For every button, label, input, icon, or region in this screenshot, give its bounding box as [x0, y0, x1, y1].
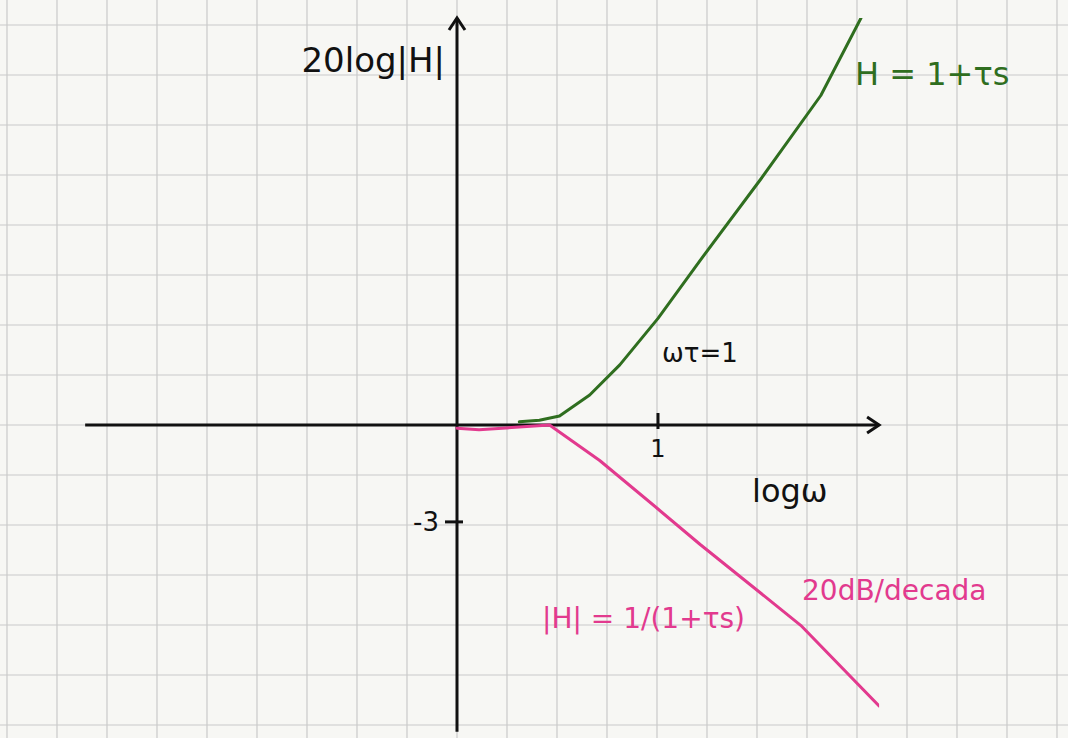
series-line	[457, 425, 879, 706]
paper-line	[0, 324, 1068, 325]
y-tick-label: -3	[413, 507, 439, 537]
y-arrow	[449, 18, 465, 30]
paper-line	[106, 0, 107, 738]
paper-line	[756, 0, 757, 738]
paper-line	[0, 174, 1068, 175]
y-tick	[445, 520, 463, 523]
x-axis	[85, 424, 879, 427]
paper-line	[256, 0, 257, 738]
paper-line	[906, 0, 907, 738]
paper-line	[0, 474, 1068, 475]
paper-line	[456, 0, 457, 738]
paper-line	[0, 224, 1068, 225]
paper-line	[956, 0, 957, 738]
paper-line	[206, 0, 207, 738]
paper-line	[356, 0, 357, 738]
paper-line	[0, 674, 1068, 675]
paper-line	[0, 274, 1068, 275]
paper-line	[0, 524, 1068, 525]
paper-line	[0, 724, 1068, 725]
paper-line	[156, 0, 157, 738]
paper-line	[856, 0, 857, 738]
annotation: 20dB/decada	[802, 574, 987, 607]
paper-line	[0, 24, 1068, 25]
paper-line	[406, 0, 407, 738]
y-axis-title: 20log|H|	[301, 40, 445, 80]
paper-line	[1056, 0, 1057, 738]
paper-line	[806, 0, 807, 738]
annotation: ωτ=1	[662, 338, 738, 368]
paper-line	[0, 124, 1068, 125]
paper-line	[506, 0, 507, 738]
paper-line	[306, 0, 307, 738]
paper-line	[0, 624, 1068, 625]
paper-line	[0, 374, 1068, 375]
chart: 1 -3 20log|H| logω H = 1+τs |H| = 1/(1+τs) ωτ=…	[0, 0, 1068, 738]
paper-line	[56, 0, 57, 738]
series-label: |H| = 1/(1+τs)	[542, 602, 745, 635]
x-axis-title: logω	[752, 472, 828, 510]
paper-grid	[0, 0, 1068, 738]
y-axis	[456, 18, 459, 732]
x-tick-label: 1	[650, 435, 665, 463]
x-arrow	[867, 417, 879, 433]
x-tick	[657, 413, 660, 429]
paper-line	[6, 0, 7, 738]
paper-line	[1006, 0, 1007, 738]
series-label: H = 1+τs	[855, 55, 1009, 93]
series-line	[519, 18, 861, 422]
